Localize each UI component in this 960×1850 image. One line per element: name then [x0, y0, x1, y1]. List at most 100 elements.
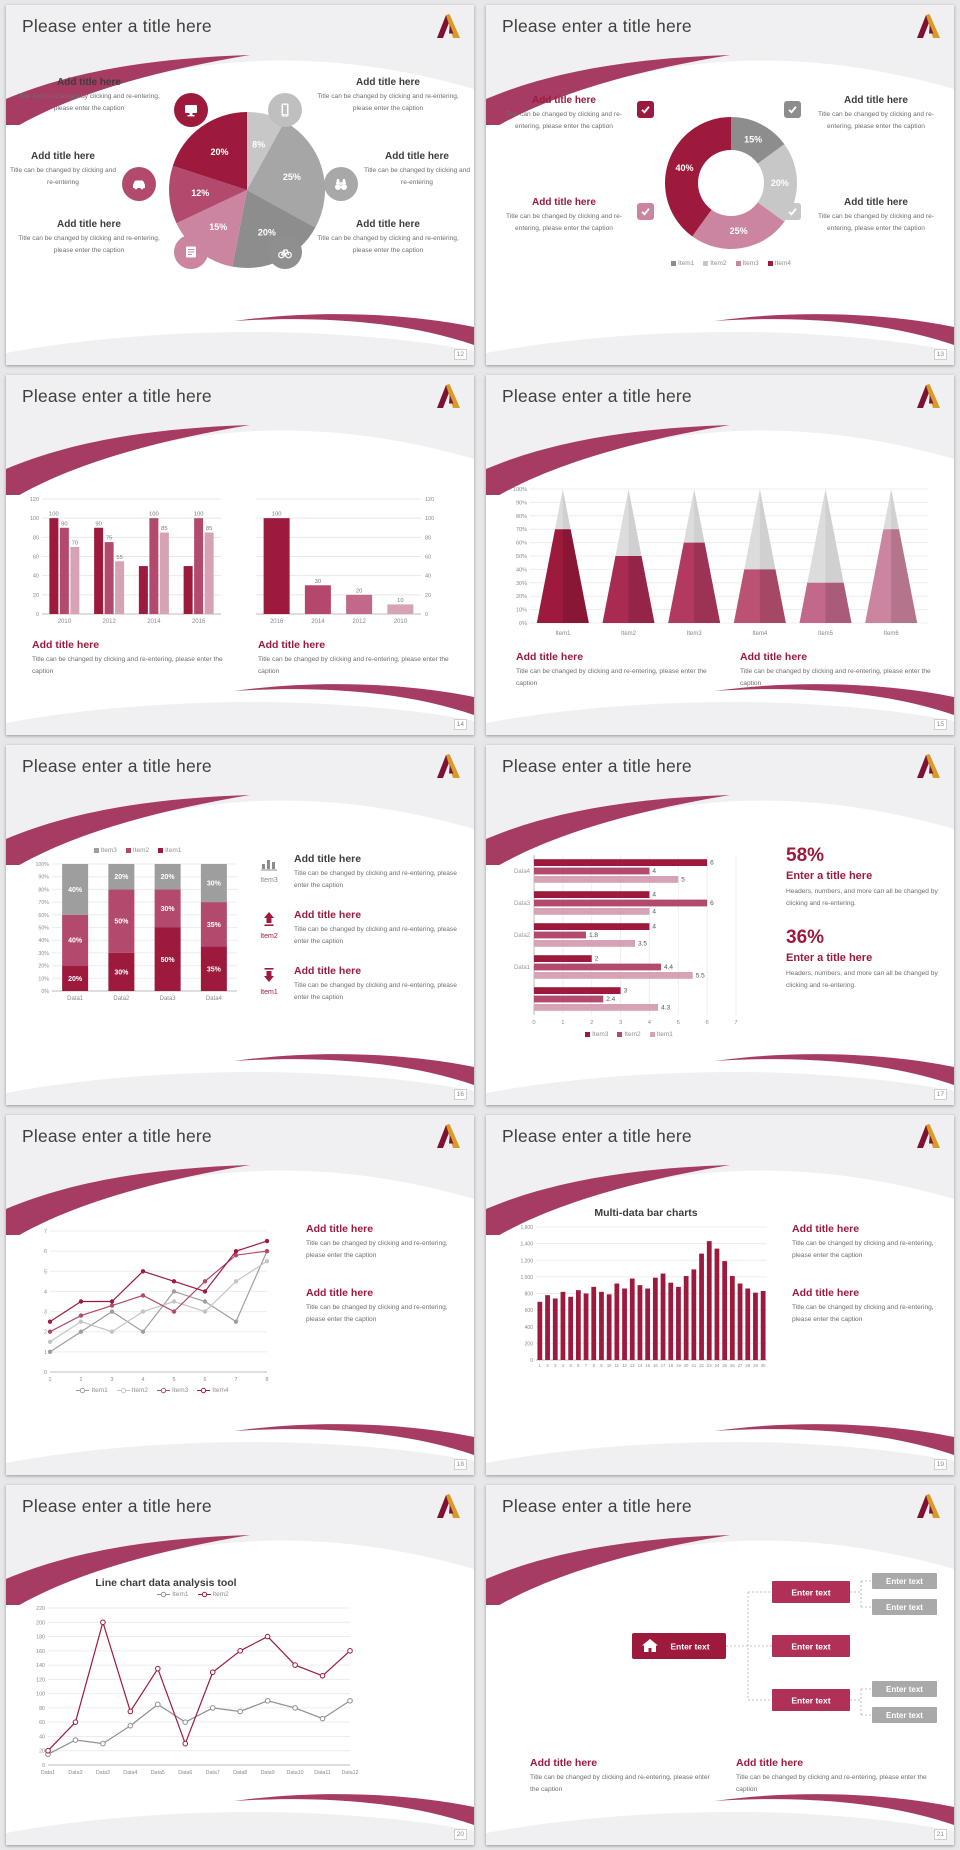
- text-block: Add title here Title can be changed by c…: [792, 1223, 948, 1262]
- svg-text:50%: 50%: [161, 957, 176, 964]
- slide-17-horizontal-bar-chart[interactable]: Please enter a title here 0 1 2 3 4 5 6 7 6 4 5 Dat…: [486, 745, 954, 1105]
- svg-text:Data3: Data3: [514, 901, 531, 907]
- footer-curve-decoration: [486, 314, 954, 365]
- svg-text:12%: 12%: [191, 188, 209, 198]
- block-caption: Title can be changed by clicking and re-…: [818, 111, 934, 131]
- block-caption: Title can be changed by clicking and re-…: [792, 1304, 934, 1324]
- svg-text:2: 2: [80, 1377, 83, 1383]
- svg-text:Enter text: Enter text: [670, 1642, 709, 1652]
- slide-title: Please enter a title here: [22, 1496, 212, 1516]
- svg-text:200: 200: [525, 1341, 534, 1347]
- svg-text:9: 9: [600, 1363, 603, 1368]
- line-chart: 0 1 2 3 4 5 6 7 1 2 3 4 5 6 7 8 Item1 Item2 Item3 Item4: [30, 1223, 275, 1396]
- block-title: Add title here: [844, 197, 908, 208]
- slide-21-org-diagram[interactable]: Please enter a title here Enter text Ente…: [486, 1485, 954, 1845]
- svg-text:6: 6: [706, 1020, 709, 1026]
- brand-logo-a-icon: [917, 754, 940, 778]
- svg-text:80: 80: [39, 1706, 45, 1712]
- slide-20-line-chart-analysis[interactable]: Please enter a title here Line chart dat…: [6, 1485, 474, 1845]
- text-block: Add title here Title can be changed by c…: [14, 219, 164, 257]
- svg-text:4: 4: [652, 892, 656, 899]
- slide-19-multi-data-bar-chart[interactable]: Please enter a title here Multi-data bar…: [486, 1115, 954, 1475]
- brand-logo-a-icon: [437, 384, 460, 408]
- text-block: Add title here Title can be changed by c…: [14, 77, 164, 115]
- svg-text:600: 600: [525, 1308, 534, 1314]
- svg-text:18: 18: [668, 1363, 673, 1368]
- slide-15-cone-chart[interactable]: Please enter a title here 100% 90% 80% 70% 6…: [486, 375, 954, 735]
- text-block: Add title here Title can be changed by c…: [812, 95, 940, 133]
- svg-text:20: 20: [39, 1749, 45, 1755]
- page-number: 13: [933, 349, 947, 360]
- svg-text:60: 60: [425, 555, 431, 561]
- svg-text:Data1: Data1: [41, 1770, 55, 1776]
- svg-text:16: 16: [653, 1363, 658, 1368]
- svg-text:80%: 80%: [516, 514, 527, 520]
- bicycle-icon: [268, 235, 302, 269]
- stat-caption: Headers, numbers, and more can all be ch…: [786, 888, 938, 907]
- donut-chart: 15% 20% 25% 40% Item1 Item2 Item3 Item4: [656, 108, 806, 269]
- svg-text:90: 90: [95, 521, 101, 527]
- text-block: Add title here Title can be changed by c…: [294, 853, 466, 892]
- svg-text:60%: 60%: [38, 913, 49, 919]
- block-caption: Title can be changed by clicking and re-…: [736, 1774, 927, 1794]
- svg-text:15%: 15%: [744, 134, 762, 144]
- footer-curve-decoration: [6, 1794, 474, 1845]
- page-number: 19: [933, 1459, 947, 1470]
- svg-text:28: 28: [745, 1363, 750, 1368]
- block-title: Add title here: [294, 909, 362, 921]
- svg-text:30%: 30%: [516, 581, 527, 587]
- svg-text:2: 2: [44, 1330, 47, 1336]
- arrow-up-icon: Item2: [256, 911, 282, 940]
- text-block: Add title here Title can be changed by c…: [294, 909, 466, 948]
- page-number: 14: [453, 719, 467, 730]
- svg-text:90: 90: [61, 521, 67, 527]
- grouped-bar-chart: 0 20 40 60 80 100 120 100 90 90 75 100 100 70 55 85 85 20…: [22, 487, 227, 627]
- text-block: Add title here Title can be changed by c…: [312, 219, 464, 257]
- footer-curve-decoration: [6, 1424, 474, 1475]
- block-title: Add title here: [792, 1287, 860, 1299]
- text-block: Add title here Title can be changed by c…: [516, 651, 716, 690]
- svg-text:5: 5: [44, 1269, 47, 1275]
- svg-text:80: 80: [33, 535, 39, 541]
- svg-text:6: 6: [710, 860, 714, 867]
- svg-text:21: 21: [692, 1363, 697, 1368]
- block-caption: Title can be changed by clicking and re-…: [294, 870, 457, 890]
- slide-14-bar-charts[interactable]: Please enter a title here 0 20 40 60 80 100 12…: [6, 375, 474, 735]
- svg-text:5: 5: [681, 877, 685, 884]
- svg-text:1,600: 1,600: [520, 1225, 533, 1231]
- text-block: Add title here Title can be changed by c…: [306, 1223, 466, 1262]
- slide-13-donut-chart[interactable]: Please enter a title here 15% 20% 25% 40% It…: [486, 5, 954, 365]
- block-caption: Title can be changed by clicking and re-…: [530, 1774, 710, 1794]
- block-title: Add title here: [57, 219, 121, 230]
- svg-text:2: 2: [590, 1020, 593, 1026]
- svg-text:800: 800: [525, 1292, 534, 1298]
- slide-12-pie-infographic[interactable]: Please enter a title here 8% 25% 20% 15% 12%…: [6, 5, 474, 365]
- svg-text:200: 200: [36, 1620, 45, 1626]
- svg-text:40%: 40%: [516, 567, 527, 573]
- svg-text:14: 14: [638, 1363, 643, 1368]
- text-block: Add title here Title can be changed by c…: [362, 151, 472, 189]
- svg-text:3.5: 3.5: [638, 941, 647, 948]
- svg-text:20%: 20%: [38, 964, 49, 970]
- page-number: 17: [933, 1089, 947, 1100]
- svg-text:Enter text: Enter text: [886, 1711, 923, 1720]
- binoculars-icon: [324, 167, 358, 201]
- svg-text:4.4: 4.4: [664, 964, 673, 971]
- svg-text:100: 100: [425, 516, 434, 522]
- svg-text:Data8: Data8: [233, 1770, 247, 1776]
- svg-text:20: 20: [33, 593, 39, 599]
- svg-text:1,200: 1,200: [520, 1258, 533, 1264]
- svg-text:100: 100: [194, 512, 204, 518]
- svg-text:100%: 100%: [35, 862, 49, 868]
- page-number: 15: [933, 719, 947, 730]
- svg-text:6: 6: [710, 900, 714, 907]
- checkbox-icon: [784, 203, 801, 220]
- svg-text:13: 13: [630, 1363, 635, 1368]
- svg-text:30: 30: [761, 1363, 766, 1368]
- brand-logo-a-icon: [437, 754, 460, 778]
- slide-16-stacked-bar-chart[interactable]: Please enter a title here Item3 Item2 Item…: [6, 745, 474, 1105]
- svg-text:40: 40: [39, 1734, 45, 1740]
- svg-text:2012: 2012: [102, 619, 116, 625]
